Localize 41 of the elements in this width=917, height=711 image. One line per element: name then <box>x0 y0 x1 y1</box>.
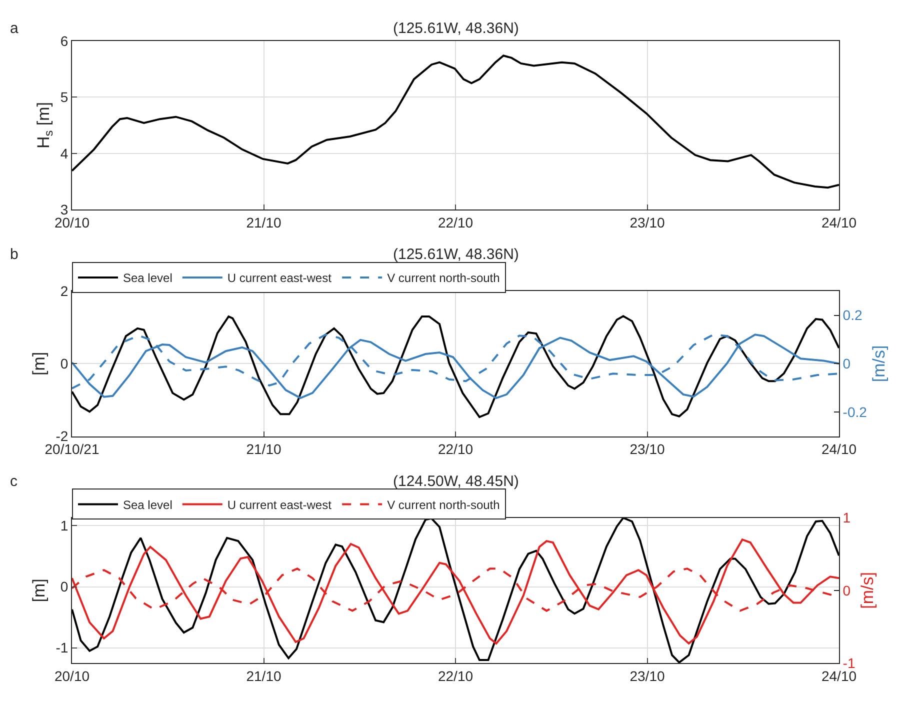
x-tick-label: 24/10 <box>821 214 857 230</box>
x-tick-label: 23/10 <box>630 214 665 230</box>
x-tick-label: 23/10 <box>630 668 665 684</box>
y-axis-title: [m] <box>29 578 48 602</box>
y2-axis-title: [m/s] <box>870 345 889 382</box>
chart-title: (125.61W, 48.36N) <box>393 246 519 263</box>
y-tick-label: 5 <box>60 89 68 106</box>
legend-label: Sea level <box>123 271 172 286</box>
x-tick-label: 24/10 <box>821 441 857 458</box>
y-tick-label: 1 <box>60 518 68 534</box>
y2-tick-label: 0 <box>842 356 851 372</box>
x-tick-label: 22/10 <box>438 668 474 684</box>
x-tick-label: 21/10 <box>246 668 282 684</box>
y-tick-label: 6 <box>60 32 68 49</box>
y2-tick-label: 0.2 <box>842 307 862 324</box>
x-tick-label: 22/10 <box>438 441 474 458</box>
x-tick-label: 21/10 <box>246 441 282 458</box>
text: a <box>10 20 19 37</box>
y-tick-label: 4 <box>60 145 68 162</box>
y2-axis-title: [m/s] <box>858 572 877 609</box>
x-tick-label: 20/10 <box>54 668 90 684</box>
y-tick-label: -1 <box>56 640 68 656</box>
y-tick-label: 0 <box>60 578 68 595</box>
x-tick-label: 22/10 <box>438 214 474 230</box>
x-tick-label: 23/10 <box>630 441 665 458</box>
legend-label: U current east-west <box>227 498 332 512</box>
y2-tick-label: 0 <box>842 582 851 598</box>
chart-title: (124.50W, 48.45N) <box>393 473 519 490</box>
y-tick-label: 2 <box>60 282 68 299</box>
y-axis-title: [m] <box>29 352 48 376</box>
text: c <box>10 473 18 490</box>
legend-label: Sea level <box>123 498 172 512</box>
legend-label: V current north-south <box>387 498 500 512</box>
chart-title: (125.61W, 48.36N) <box>393 20 519 37</box>
x-tick-label: 21/10 <box>246 214 282 230</box>
text: b <box>10 246 18 263</box>
legend-label: V current north-south <box>387 271 500 286</box>
legend-label: U current east-west <box>227 271 332 286</box>
y-tick-label: 0 <box>60 356 68 372</box>
y2-tick-label: 1 <box>842 510 851 526</box>
y2-tick-label: -0.2 <box>842 404 868 420</box>
